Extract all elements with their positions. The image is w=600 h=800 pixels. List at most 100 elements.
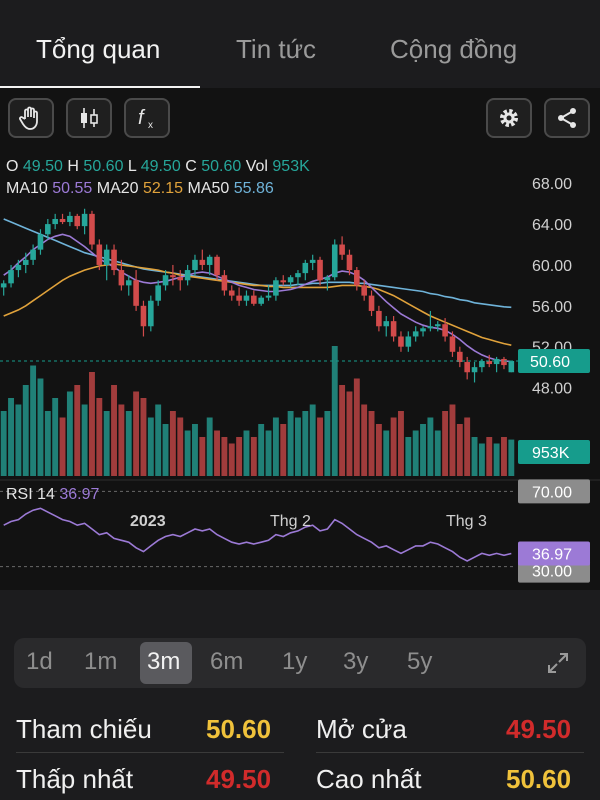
ma20-label: MA20 bbox=[96, 180, 139, 197]
volume-bar bbox=[464, 417, 471, 476]
stat-divider-left bbox=[16, 752, 284, 753]
y-tick-label: 64.00 bbox=[532, 217, 572, 234]
candle-body bbox=[302, 262, 309, 274]
candle-body bbox=[89, 213, 95, 245]
reference-price-label: Tham chiếu bbox=[16, 714, 152, 744]
expand-icon[interactable] bbox=[546, 651, 570, 675]
range-5y[interactable]: 5y bbox=[407, 648, 433, 675]
volume-bar bbox=[133, 391, 140, 476]
ma20-line bbox=[3, 263, 512, 346]
range-3m[interactable]: 3m bbox=[147, 648, 181, 675]
candle-body bbox=[486, 361, 493, 365]
stat-divider-right bbox=[316, 752, 584, 753]
candle-body bbox=[427, 326, 434, 329]
candle-body bbox=[15, 264, 22, 271]
volume-bar bbox=[125, 411, 132, 476]
x-tick-label: Thg 3 bbox=[446, 513, 487, 530]
rsi-label: RSI 14 bbox=[6, 486, 55, 503]
volume-bar bbox=[353, 378, 360, 476]
candle-body bbox=[258, 297, 264, 304]
volume-bar bbox=[221, 437, 228, 476]
candle-body bbox=[125, 280, 132, 286]
close-value: 50.60 bbox=[201, 158, 242, 175]
candle-body bbox=[493, 358, 500, 365]
x-tick-label: Thg 2 bbox=[270, 513, 311, 530]
volume-bar bbox=[184, 430, 191, 476]
volume-bar bbox=[398, 411, 404, 476]
candle-body bbox=[118, 270, 125, 286]
tab-bar: Tổng quan Tin tức Cộng đồng bbox=[0, 12, 600, 90]
tab-news[interactable]: Tin tức bbox=[236, 34, 317, 64]
hand-tool-button[interactable] bbox=[8, 98, 54, 138]
ma50-value: 55.86 bbox=[233, 180, 274, 197]
low-value: 49.50 bbox=[140, 158, 181, 175]
candle-body bbox=[273, 280, 279, 296]
volume-bar bbox=[169, 411, 176, 476]
tab-overview[interactable]: Tổng quan bbox=[36, 34, 161, 64]
range-1m[interactable]: 1m bbox=[84, 648, 118, 675]
range-3y[interactable]: 3y bbox=[343, 648, 369, 675]
candle-body bbox=[177, 277, 184, 281]
candle-body bbox=[383, 321, 390, 327]
volume-bar bbox=[405, 437, 412, 476]
open-price-value: 49.50 bbox=[506, 714, 572, 744]
candle-body bbox=[265, 295, 272, 298]
y-tick-label: 60.00 bbox=[532, 258, 572, 275]
volume-bar bbox=[103, 411, 110, 476]
function-icon: f x bbox=[138, 107, 153, 131]
volume-bar bbox=[295, 417, 301, 476]
candle-body bbox=[8, 270, 14, 284]
candle-body bbox=[228, 290, 235, 296]
candle-body bbox=[434, 324, 441, 327]
open-label: O bbox=[6, 158, 19, 175]
candle-body bbox=[192, 259, 198, 271]
volume-badge bbox=[518, 440, 590, 464]
tab-community[interactable]: Cộng đồng bbox=[390, 34, 518, 64]
volume-bar bbox=[111, 385, 117, 476]
candle-body bbox=[45, 224, 51, 235]
chart-type-button[interactable] bbox=[66, 98, 112, 138]
volume-bar bbox=[89, 372, 95, 476]
volume-bar bbox=[383, 430, 390, 476]
candle-body bbox=[464, 362, 470, 373]
candle-body bbox=[457, 351, 463, 363]
volume-bar bbox=[214, 430, 220, 476]
candle-body bbox=[339, 244, 345, 255]
x-tick-label: 2023 bbox=[130, 513, 166, 530]
status-bar bbox=[0, 0, 600, 12]
indicator-button[interactable]: f x bbox=[124, 98, 170, 138]
candle-body bbox=[206, 256, 213, 265]
candle-body bbox=[22, 259, 29, 265]
range-1y[interactable]: 1y bbox=[282, 648, 308, 675]
range-6m[interactable]: 6m bbox=[210, 648, 244, 675]
candle-body bbox=[412, 331, 419, 337]
price-chart[interactable]: 68.0064.0060.0056.0052.0048.0050.60953K4… bbox=[0, 88, 600, 590]
candle-body bbox=[361, 285, 367, 296]
share-button[interactable] bbox=[544, 98, 590, 138]
rsi-line bbox=[3, 507, 512, 562]
volume-bar bbox=[37, 378, 44, 476]
candle-body bbox=[30, 249, 36, 260]
chart-panel[interactable]: f x O 49.50 H 50.60 L 49.50 C 50.60 Vol … bbox=[0, 88, 600, 590]
volume-bar bbox=[390, 417, 397, 476]
high-price-label: Cao nhất bbox=[316, 764, 422, 794]
volume-bar bbox=[427, 417, 434, 476]
range-1d[interactable]: 1d bbox=[26, 648, 53, 675]
ma10-line bbox=[3, 233, 512, 363]
volume-bar bbox=[66, 391, 73, 476]
volume-bar bbox=[206, 417, 213, 476]
range-selector: 1d 1m 3m 6m 1y 3y 5y bbox=[14, 638, 586, 688]
candle-body bbox=[449, 336, 456, 352]
settings-button[interactable] bbox=[486, 98, 532, 138]
candle-body bbox=[103, 249, 110, 265]
candle-body bbox=[133, 280, 139, 306]
volume-bar bbox=[456, 424, 463, 476]
volume-bar bbox=[368, 411, 375, 476]
candle-body bbox=[155, 285, 161, 301]
volume-bar bbox=[155, 404, 162, 476]
candle-body bbox=[184, 270, 191, 281]
candle-body bbox=[37, 234, 44, 250]
volume-bar bbox=[44, 411, 51, 476]
volume-bar bbox=[493, 443, 500, 476]
volume-badge-label: 953K bbox=[532, 445, 570, 462]
